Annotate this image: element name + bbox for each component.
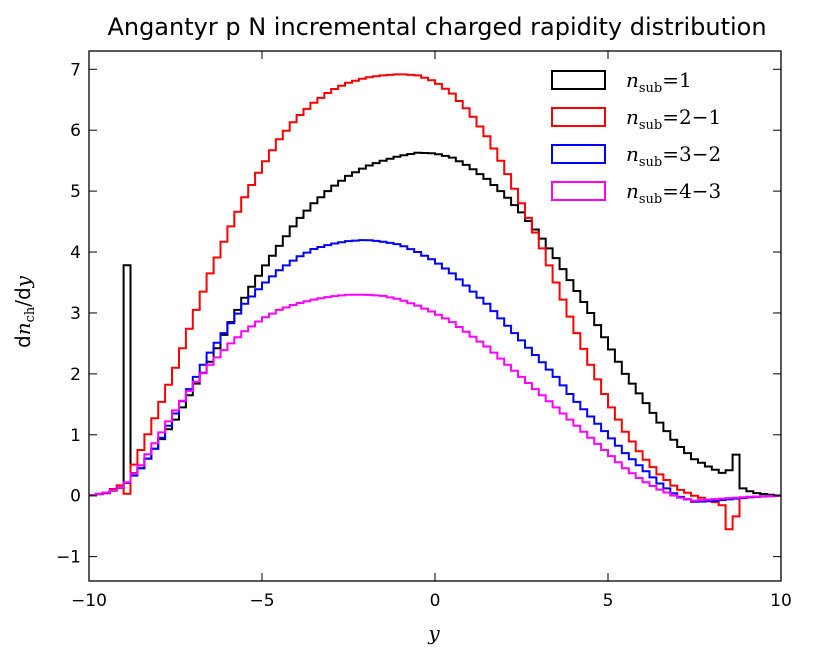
x-tick-label: −5 (249, 591, 274, 611)
y-axis-label-prefix: d (11, 335, 35, 348)
legend-label-1: nsub=1 (626, 68, 692, 96)
series-line-4 (89, 293, 781, 502)
y-tick-label: 2 (70, 365, 81, 385)
series-line-2 (89, 73, 781, 531)
plot-frame (88, 50, 782, 582)
y-axis-label-mid: /d (11, 287, 35, 306)
legend-swatch-2 (551, 107, 606, 127)
y-axis: −1 0 1 2 3 4 5 6 7 (56, 60, 781, 568)
x-tick-label: 10 (770, 591, 792, 611)
legend-swatch-1 (551, 70, 606, 90)
x-tick-label: −10 (71, 591, 107, 611)
x-tick-label: 0 (430, 591, 441, 611)
y-tick-label: 0 (70, 487, 81, 507)
legend: nsub=1 nsub=2−1 nsub=3−2 nsub=4−3 (551, 68, 721, 207)
x-axis-label: y (427, 621, 440, 645)
y-tick-label: 3 (70, 304, 81, 324)
series-line-3 (89, 239, 781, 503)
y-tick-label: 1 (70, 426, 81, 446)
x-axis: −10 −5 0 5 10 (71, 51, 792, 611)
y-axis-label-var: n (11, 322, 35, 335)
x-tick-label: 5 (603, 591, 614, 611)
y-axis-label-end: y (11, 275, 35, 288)
y-axis-label: dnch/dy (11, 275, 38, 348)
legend-label-3: nsub=3−2 (626, 142, 721, 170)
y-tick-label: −1 (56, 548, 81, 568)
y-axis-label-sub: ch (23, 306, 38, 322)
legend-label-4: nsub=4−3 (626, 179, 721, 207)
y-tick-label: 7 (70, 60, 81, 80)
legend-label-2: nsub=2−1 (626, 105, 721, 133)
y-tick-label: 5 (70, 182, 81, 202)
y-tick-label: 4 (70, 243, 81, 263)
chart-title: Angantyr p N incremental charged rapidit… (107, 13, 766, 41)
y-tick-label: 6 (70, 121, 81, 141)
legend-swatch-3 (551, 144, 606, 164)
plot-area (89, 73, 781, 531)
legend-swatch-4 (551, 181, 606, 201)
